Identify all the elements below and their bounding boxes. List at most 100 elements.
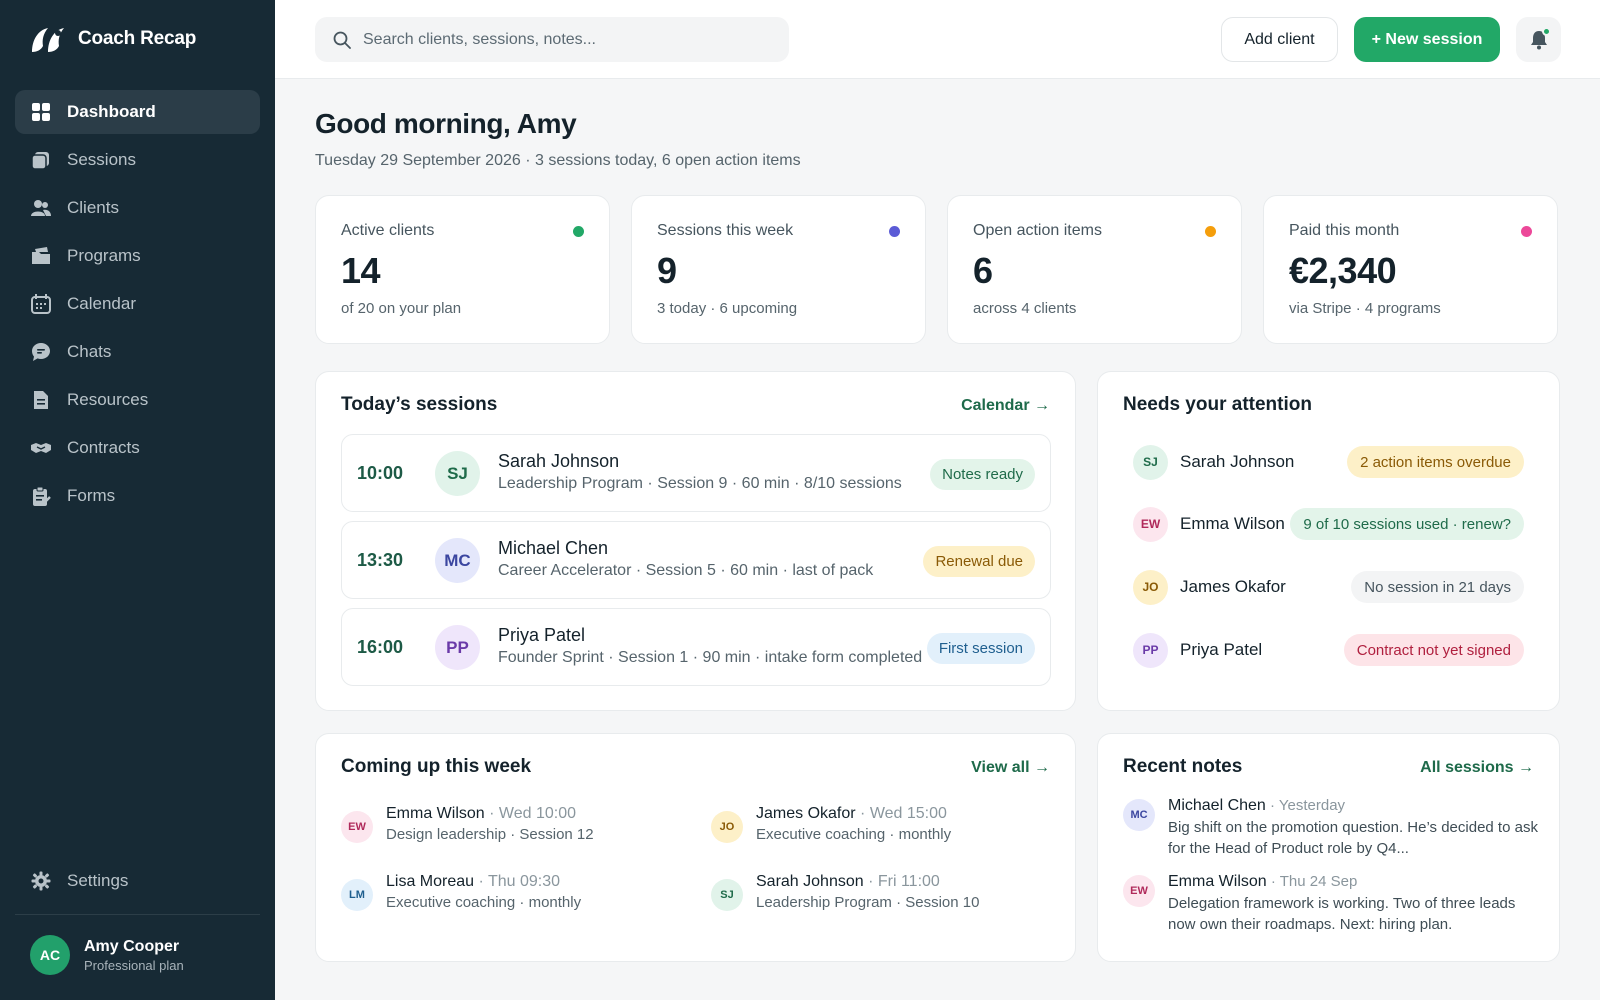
attention-item[interactable]: SJ Sarah Johnson 2 action items overdue <box>1133 444 1524 480</box>
gear-icon <box>31 871 51 891</box>
client-name: Sarah Johnson <box>756 873 864 890</box>
stat-sub: 3 today · 6 upcoming <box>657 300 798 317</box>
stat-label: Open action items <box>973 222 1102 239</box>
user-name: Amy Cooper <box>84 937 180 955</box>
avatar: PP <box>1133 632 1168 668</box>
status-dot <box>1205 226 1216 237</box>
sidebar-item-label: Calendar <box>67 294 136 313</box>
sidebar-divider <box>15 914 260 915</box>
recent-notes-card: Recent notes All sessions → MC Michael C… <box>1097 733 1560 962</box>
session-meta: Leadership Program · Session 9 · 60 min … <box>498 475 902 492</box>
client-name: Lisa Moreau <box>386 873 475 890</box>
client-name: Emma Wilson <box>1168 873 1267 890</box>
grid-icon <box>32 103 50 121</box>
chat-icon <box>32 343 50 361</box>
search-box[interactable] <box>315 17 789 62</box>
client-name: Sarah Johnson <box>1180 452 1295 471</box>
attention-card: Needs your attention SJ Sarah Johnson 2 … <box>1097 371 1560 711</box>
status-badge: No session in 21 days <box>1351 571 1524 603</box>
avatar: JO <box>711 811 743 843</box>
client-name: Emma Wilson <box>386 805 485 822</box>
session-meta: Founder Sprint · Session 1 · 90 min · in… <box>498 649 923 666</box>
status-badge: Notes ready <box>930 459 1035 490</box>
stat-label: Paid this month <box>1289 222 1400 239</box>
stat-card-sessions-week[interactable]: Sessions this week 9 3 today · 6 upcomin… <box>631 195 926 344</box>
client-name: Priya Patel <box>498 625 586 645</box>
user-profile[interactable]: AC Amy Cooper Professional plan <box>30 935 184 975</box>
session-when: · Wed 15:00 <box>855 805 947 822</box>
clipboard-icon <box>33 486 51 506</box>
session-when: · Fri 11:00 <box>863 873 940 890</box>
view-all-link[interactable]: View all → <box>971 759 1050 776</box>
attention-item[interactable]: EW Emma Wilson 9 of 10 sessions used · r… <box>1133 506 1524 542</box>
stat-card-paid-month[interactable]: Paid this month €2,340 via Stripe · 4 pr… <box>1263 195 1558 344</box>
sidebar-item-chats[interactable]: Chats <box>15 330 260 374</box>
search-icon <box>333 31 351 49</box>
sidebar-item-label: Sessions <box>67 150 136 169</box>
sidebar-item-label: Resources <box>67 390 149 409</box>
notifications-button[interactable] <box>1516 17 1561 62</box>
stat-label: Sessions this week <box>657 222 794 239</box>
session-meta: Design leadership · Session 12 <box>386 826 594 843</box>
note-when: · Thu 24 Sep <box>1266 873 1358 890</box>
status-badge: Renewal due <box>923 546 1035 577</box>
stat-value: 14 <box>341 250 381 291</box>
stat-card-active-clients[interactable]: Active clients 14 of 20 on your plan <box>315 195 610 344</box>
all-sessions-link[interactable]: All sessions → <box>1420 759 1534 776</box>
sidebar: Coach Recap Dashboard Sessions Clients P… <box>0 0 275 1000</box>
search-input[interactable] <box>363 30 763 49</box>
sidebar-item-forms[interactable]: Forms <box>15 474 260 518</box>
session-when: · Thu 09:30 <box>474 873 561 890</box>
sidebar-item-contracts[interactable]: Contracts <box>15 426 260 470</box>
status-badge: 9 of 10 sessions used · renew? <box>1290 508 1524 540</box>
page-title: Good morning, Amy <box>315 108 577 139</box>
session-meta: Career Accelerator · Session 5 · 60 min … <box>498 562 874 579</box>
status-badge: Contract not yet signed <box>1343 634 1524 666</box>
session-row[interactable]: 16:00 PP Priya Patel Founder Sprint · Se… <box>341 608 1051 686</box>
avatar: EW <box>1123 875 1155 907</box>
user-plan: Professional plan <box>84 957 184 973</box>
sidebar-item-label: Clients <box>67 198 119 217</box>
session-time: 10:00 <box>357 463 404 483</box>
avatar: EW <box>341 811 373 843</box>
sidebar-item-settings[interactable]: Settings <box>15 859 260 903</box>
sidebar-item-label: Contracts <box>67 438 140 457</box>
avatar: SJ <box>711 879 743 911</box>
stat-sub: of 20 on your plan <box>341 300 462 317</box>
users-icon <box>31 200 51 216</box>
brand[interactable]: Coach Recap <box>28 24 196 54</box>
avatar: LM <box>341 879 373 911</box>
session-meta: Executive coaching · monthly <box>756 826 952 843</box>
card-title: Today’s sessions <box>341 394 498 415</box>
stat-sub: via Stripe · 4 programs <box>1289 300 1441 317</box>
session-row[interactable]: 10:00 SJ Sarah Johnson Leadership Progra… <box>341 434 1051 512</box>
session-row[interactable]: 13:30 MC Michael Chen Career Accelerator… <box>341 521 1051 599</box>
client-name: Michael Chen <box>498 538 609 558</box>
status-badge: First session <box>926 633 1035 664</box>
programs-icon <box>32 247 50 264</box>
new-session-button[interactable]: + New session <box>1354 17 1500 62</box>
sidebar-item-sessions[interactable]: Sessions <box>15 138 260 182</box>
sidebar-item-label: Programs <box>67 246 141 265</box>
sidebar-item-resources[interactable]: Resources <box>15 378 260 422</box>
sidebar-item-dashboard[interactable]: Dashboard <box>15 90 260 134</box>
attention-item[interactable]: JO James Okafor No session in 21 days <box>1133 569 1524 605</box>
add-client-button[interactable]: Add client <box>1221 17 1338 62</box>
sidebar-item-programs[interactable]: Programs <box>15 234 260 278</box>
calendar-icon <box>31 294 51 314</box>
avatar: MC <box>435 538 480 583</box>
stat-card-action-items[interactable]: Open action items 6 across 4 clients <box>947 195 1242 344</box>
sidebar-item-clients[interactable]: Clients <box>15 186 260 230</box>
sidebar-item-calendar[interactable]: Calendar <box>15 282 260 326</box>
upcoming-card: Coming up this week View all → EW Emma W… <box>315 733 1076 962</box>
client-name: Priya Patel <box>1180 640 1263 659</box>
logo-icon <box>32 28 64 52</box>
status-dot <box>573 226 584 237</box>
stat-value: 6 <box>973 250 993 291</box>
todays-sessions-card: Today’s sessions Calendar → 10:00 SJ Sar… <box>315 371 1076 711</box>
note-when: · Yesterday <box>1265 797 1346 814</box>
attention-item[interactable]: PP Priya Patel Contract not yet signed <box>1133 632 1524 668</box>
stat-value: 9 <box>657 250 677 291</box>
session-time: 13:30 <box>357 550 404 570</box>
calendar-link[interactable]: Calendar → <box>961 397 1050 414</box>
